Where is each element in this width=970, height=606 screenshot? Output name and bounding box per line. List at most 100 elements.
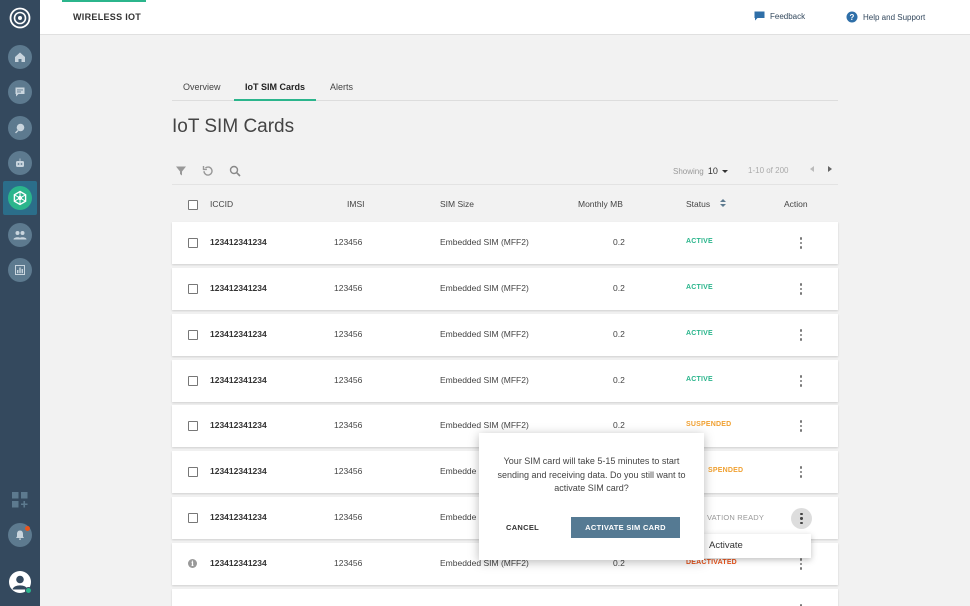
tab-bar: Overview IoT SIM Cards Alerts	[172, 74, 838, 101]
table-row[interactable]: 123412341234 123456 Embedded SIM (MFF2) …	[172, 360, 838, 402]
column-header-imsi[interactable]: IMSI	[347, 199, 365, 209]
page-size-selector[interactable]: Showing 10	[673, 166, 729, 176]
info-icon[interactable]: i	[188, 559, 197, 568]
feedback-label: Feedback	[770, 11, 806, 21]
iot-hub-icon[interactable]	[8, 186, 32, 210]
home-icon[interactable]	[8, 45, 32, 69]
app-title: WIRELESS IOT	[73, 12, 142, 22]
tab-overview[interactable]: Overview	[183, 82, 221, 92]
row-action-menu: Activate	[703, 534, 811, 558]
help-support-link[interactable]: ? Help and Support	[846, 11, 925, 23]
monthly-mb-cell: 0.2	[613, 283, 625, 293]
status-badge: ACTIVE	[686, 238, 713, 245]
row-checkbox[interactable]	[188, 376, 198, 386]
imsi-cell: 123456	[334, 283, 363, 293]
row-checkbox[interactable]	[188, 513, 198, 523]
chevron-down-icon	[722, 170, 729, 173]
more-options-icon[interactable]	[794, 235, 808, 251]
more-options-icon[interactable]	[794, 327, 808, 343]
users-icon[interactable]	[8, 223, 32, 247]
add-widget-icon[interactable]	[8, 488, 32, 512]
monthly-mb-cell: 0.2	[613, 420, 625, 430]
cancel-button[interactable]: CANCEL	[506, 523, 540, 532]
imsi-cell: 123456	[334, 329, 363, 339]
tab-iot-sim-cards[interactable]: IoT SIM Cards	[245, 82, 306, 92]
profile-icon[interactable]	[9, 571, 32, 594]
select-all-checkbox[interactable]	[188, 200, 198, 210]
sim-size-cell: Embedde	[440, 466, 477, 476]
activate-confirm-dialog: Your SIM card will take 5-15 minutes to …	[479, 433, 704, 560]
activate-sim-card-button[interactable]: ACTIVATE SIM CARD	[571, 517, 680, 538]
status-badge: SPENDED	[708, 467, 744, 474]
search-icon[interactable]	[8, 116, 32, 140]
iccid-cell: 123412341234	[210, 237, 267, 247]
sim-size-cell: Embedded SIM (MFF2)	[440, 558, 529, 568]
row-checkbox[interactable]	[188, 421, 198, 431]
previous-page-icon[interactable]	[810, 165, 814, 174]
table-row[interactable]: 123412341234 123456 Embedded SIM (MFF2) …	[172, 314, 838, 356]
search-icon[interactable]	[229, 164, 243, 178]
tab-alerts[interactable]: Alerts	[330, 82, 354, 92]
more-options-icon[interactable]	[794, 418, 808, 434]
table-row[interactable]: 123412341234 123456 Embedded SIM (MFF2) …	[172, 222, 838, 264]
table-row[interactable]: 123412341234 123456 Embedded SIM (MFF2) …	[172, 268, 838, 310]
sim-size-cell: Embedded SIM (MFF2)	[440, 329, 529, 339]
iccid-cell: 123412341234	[210, 558, 267, 568]
status-badge: DEACTIVATED	[686, 559, 737, 566]
feedback-icon	[754, 11, 765, 21]
iccid-cell: 123412341234	[210, 329, 267, 339]
notification-dot	[25, 526, 30, 531]
row-checkbox[interactable]	[188, 238, 198, 248]
column-header-monthly-mb[interactable]: Monthly MB	[578, 199, 623, 209]
monthly-mb-cell: 0.2	[613, 329, 625, 339]
column-header-action: Action	[784, 199, 808, 209]
column-header-iccid[interactable]: ICCID	[210, 199, 234, 209]
more-options-icon[interactable]	[794, 556, 808, 572]
chat-icon[interactable]	[8, 80, 32, 104]
more-options-icon[interactable]	[794, 373, 808, 389]
monthly-mb-cell: 0.2	[613, 558, 625, 568]
svg-text:?: ?	[850, 13, 855, 22]
row-checkbox[interactable]	[188, 467, 198, 477]
more-options-icon[interactable]	[794, 602, 808, 606]
robot-icon[interactable]	[8, 151, 32, 175]
iccid-cell: 123412341234	[210, 466, 267, 476]
sim-size-cell: Embedded SIM (MFF2)	[440, 283, 529, 293]
imsi-cell: 123456	[334, 512, 363, 522]
top-header: WIRELESS IOT Feedback ? Help and Support	[40, 0, 970, 35]
row-checkbox[interactable]	[188, 330, 198, 340]
menu-item-activate[interactable]: Activate	[709, 540, 743, 551]
sidebar	[0, 0, 40, 606]
status-badge: ACTIVE	[686, 284, 713, 291]
refresh-icon[interactable]	[202, 164, 216, 178]
table-header: ICCID IMSI SIM Size Monthly MB Status Ac…	[172, 184, 838, 222]
more-options-icon[interactable]	[794, 464, 808, 480]
iccid-cell: 123412341234	[210, 283, 267, 293]
header-accent-bar	[62, 0, 146, 2]
sim-size-cell: Embedde	[440, 512, 477, 522]
row-checkbox[interactable]	[188, 284, 198, 294]
active-tab-indicator	[234, 99, 316, 101]
dialog-message: Your SIM card will take 5-15 minutes to …	[497, 456, 686, 493]
status-badge: SUSPENDED	[686, 421, 732, 428]
imsi-cell: 123456	[334, 237, 363, 247]
notifications-icon[interactable]	[8, 523, 32, 547]
imsi-cell: 123456	[334, 420, 363, 430]
imsi-cell: 123456	[334, 558, 363, 568]
logo-icon[interactable]	[8, 6, 32, 30]
help-label: Help and Support	[863, 12, 926, 22]
filter-icon[interactable]	[175, 164, 189, 178]
analytics-icon[interactable]	[8, 258, 32, 282]
column-header-status[interactable]: Status	[686, 199, 711, 209]
table-row-partial[interactable]	[172, 589, 838, 606]
more-options-icon[interactable]	[794, 281, 808, 297]
pagination-range: 1-10 of 200	[748, 166, 789, 175]
feedback-link[interactable]: Feedback	[754, 11, 805, 21]
more-options-icon[interactable]	[791, 508, 812, 529]
sort-icon[interactable]	[720, 199, 726, 209]
next-page-icon[interactable]	[828, 165, 832, 174]
column-header-sim-size[interactable]: SIM Size	[440, 199, 475, 209]
help-icon: ?	[846, 11, 858, 23]
imsi-cell: 123456	[334, 375, 363, 385]
sim-size-cell: Embedded SIM (MFF2)	[440, 375, 529, 385]
